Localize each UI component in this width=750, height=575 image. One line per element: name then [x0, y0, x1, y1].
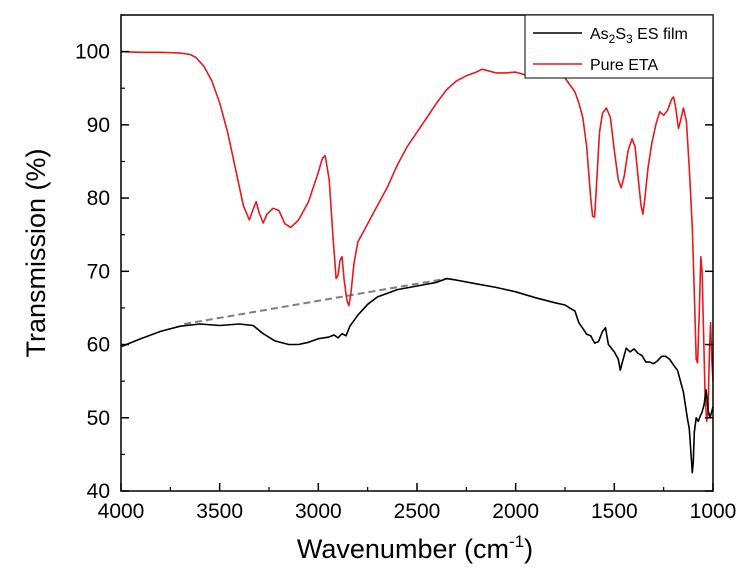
y-axis-title: Transmission (%) [21, 148, 51, 357]
series-layer [121, 50, 713, 474]
x-axis-title-suffix: ) [524, 534, 533, 564]
y-tick-label: 90 [87, 114, 110, 137]
y-tick-label: 60 [87, 334, 110, 357]
x-tick-label: 2000 [492, 500, 539, 523]
x-tick-label: 3500 [196, 500, 243, 523]
series-line-pure-eta [121, 50, 713, 423]
x-axis-title: Wavenumber (cm-1) [297, 532, 533, 564]
x-tick-label: 1500 [591, 500, 638, 523]
y-tick-label: 100 [75, 41, 110, 64]
x-axis-title-main: Wavenumber (cm [297, 534, 509, 564]
y-tick-label: 70 [87, 260, 110, 283]
legend: As2S3 ES film Pure ETA [524, 14, 714, 79]
y-tick-label: 80 [87, 187, 110, 210]
dashed-baseline [183, 277, 447, 326]
x-tick-label: 4000 [98, 500, 145, 523]
axis-ticks [120, 14, 714, 492]
plot-frame [120, 14, 714, 492]
x-tick-label: 1000 [690, 500, 737, 523]
x-tick-label: 2500 [394, 500, 441, 523]
legend-label-as2s3: As2S3 ES film [590, 26, 688, 46]
series-line-as2s3-es-film [121, 277, 713, 474]
legend-box [524, 14, 714, 79]
y-tick-label: 40 [87, 480, 110, 503]
x-axis-title-superscript: -1 [509, 532, 524, 551]
y-tick-label: 50 [87, 407, 110, 430]
legend-label-pure-eta: Pure ETA [590, 57, 659, 74]
tick-labels: 4000 3500 3000 2500 2000 1500 1000 40 50 60 70 80 90… [75, 41, 736, 523]
x-tick-label: 3000 [295, 500, 342, 523]
